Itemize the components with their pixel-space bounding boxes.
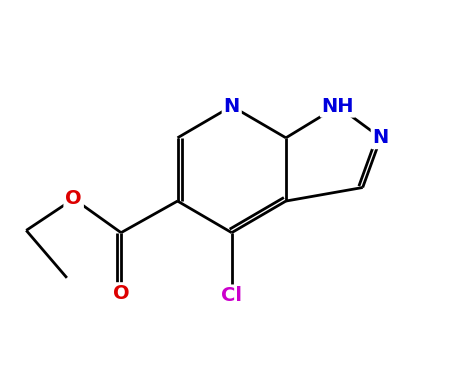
Text: N: N: [223, 97, 239, 116]
Text: NH: NH: [321, 97, 353, 116]
Text: N: N: [372, 128, 388, 147]
Text: O: O: [112, 284, 129, 303]
Text: O: O: [65, 189, 82, 208]
Text: Cl: Cl: [221, 286, 242, 305]
